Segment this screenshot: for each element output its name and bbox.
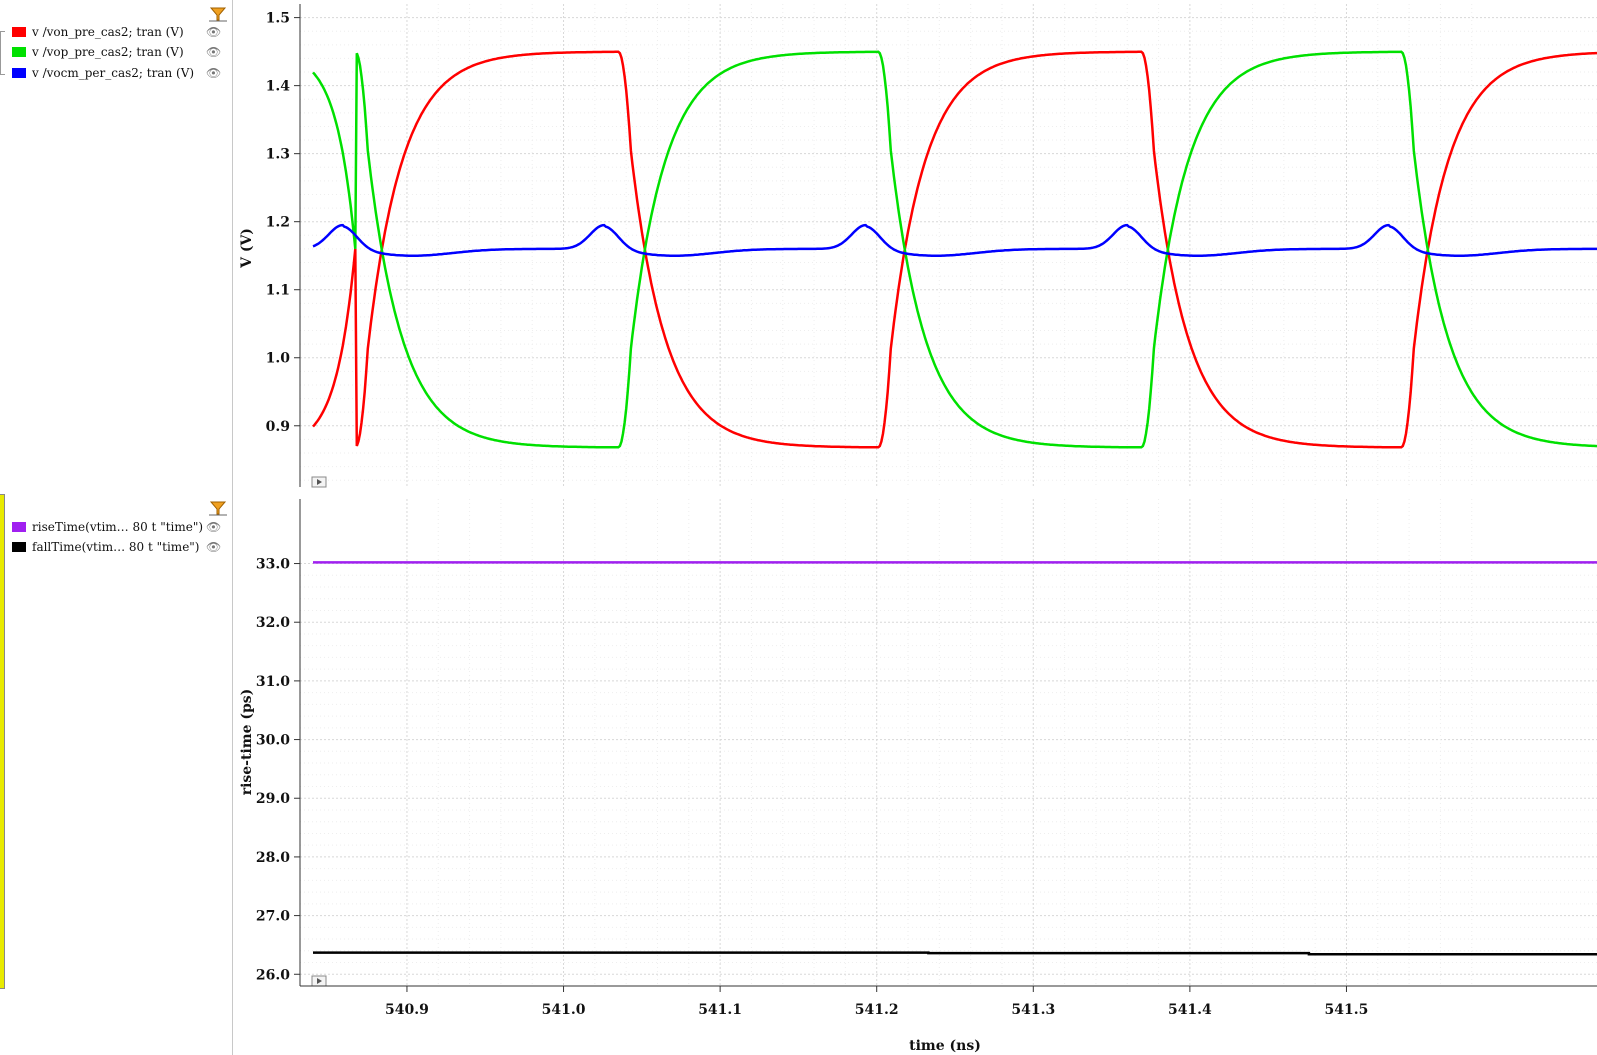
filter-icon[interactable] xyxy=(208,6,228,22)
legend-swatch-vocm xyxy=(12,68,26,78)
legend-label-vop: v /vop_pre_cas2; tran (V) xyxy=(32,45,184,59)
y-tick-label: 0.9 xyxy=(266,419,290,435)
x-tick-label: 541.0 xyxy=(542,1002,586,1018)
y-axis-title-risetime: rise-time (ps) xyxy=(239,689,255,796)
series-line-falltime xyxy=(313,951,1597,956)
series-line-vop xyxy=(312,50,1597,449)
y-axis-title-voltage: V (V) xyxy=(239,228,255,269)
y-tick-label: 32.0 xyxy=(256,615,290,631)
filter-icon[interactable] xyxy=(208,500,228,516)
y-tick-label: 1.2 xyxy=(266,215,290,231)
y-tick-label: 1.3 xyxy=(266,147,290,163)
legend-swatch-risetime xyxy=(12,522,26,532)
legend-item-vocm[interactable]: v /vocm_per_cas2; tran (V) xyxy=(12,63,194,83)
y-tick-label: 29.0 xyxy=(256,791,290,807)
legend-swatch-falltime xyxy=(12,542,26,552)
legend-label-vocm: v /vocm_per_cas2; tran (V) xyxy=(32,66,195,80)
y-tick-label: 27.0 xyxy=(256,909,290,925)
y-tick-label: 28.0 xyxy=(256,850,290,866)
series-line-von xyxy=(312,50,1597,449)
y-tick-label: 1.1 xyxy=(266,283,290,299)
legend-bracket-top xyxy=(0,31,5,75)
series-line-vocm xyxy=(312,223,1597,257)
x-tick-label: 541.4 xyxy=(1168,1002,1212,1018)
x-tick-label: 541.1 xyxy=(698,1002,742,1018)
legend-label-risetime: riseTime(vtim… 80 t "time") xyxy=(32,520,204,534)
x-tick-label: 540.9 xyxy=(385,1002,429,1018)
eye-icon[interactable]: 👁 xyxy=(206,45,222,59)
y-tick-label: 1.0 xyxy=(266,351,291,367)
play-icon[interactable] xyxy=(311,975,327,987)
legend-item-risetime[interactable]: riseTime(vtim… 80 t "time") xyxy=(12,517,203,537)
legend-swatch-vop xyxy=(12,47,26,57)
eye-icon[interactable]: 👁 xyxy=(206,520,222,534)
legend-item-vop[interactable]: v /vop_pre_cas2; tran (V) xyxy=(12,42,184,62)
eye-icon[interactable]: 👁 xyxy=(206,25,222,39)
plot-panel-voltage: 1.5 1.4 1.3 1.2 1.1 1.0 0.9 xyxy=(266,4,1597,488)
x-tick-label: 541.5 xyxy=(1325,1002,1369,1018)
legend-sidebar: v /von_pre_cas2; tran (V) 👁 v /vop_pre_c… xyxy=(0,0,233,1055)
play-icon[interactable] xyxy=(311,476,327,488)
plot-panel-risetime: 33.0 32.0 31.0 30.0 29.0 28.0 27.0 26.0 540.9 541… xyxy=(256,499,1597,1018)
x-tick-label: 541.2 xyxy=(855,1002,899,1018)
y-tick-label: 30.0 xyxy=(256,733,290,749)
x-tick-label: 541.3 xyxy=(1011,1002,1055,1018)
legend-label-falltime: fallTime(vtim… 80 t "time") xyxy=(32,540,200,554)
legend-item-falltime[interactable]: fallTime(vtim… 80 t "time") xyxy=(12,537,200,557)
legend-item-von[interactable]: v /von_pre_cas2; tran (V) xyxy=(12,22,184,42)
y-tick-label: 1.5 xyxy=(266,11,290,27)
eye-icon[interactable]: 👁 xyxy=(206,540,222,554)
y-tick-label: 26.0 xyxy=(256,967,290,983)
x-axis-title: time (ns) xyxy=(909,1038,981,1054)
y-tick-label: 31.0 xyxy=(256,674,290,690)
plot-area xyxy=(300,4,1597,487)
legend-label-von: v /von_pre_cas2; tran (V) xyxy=(32,25,184,39)
selection-strip xyxy=(0,494,5,989)
y-tick-label: 33.0 xyxy=(256,557,290,573)
legend-swatch-von xyxy=(12,27,26,37)
eye-icon[interactable]: 👁 xyxy=(206,66,222,80)
y-tick-label: 1.4 xyxy=(266,79,291,95)
plot-area xyxy=(300,499,1597,986)
